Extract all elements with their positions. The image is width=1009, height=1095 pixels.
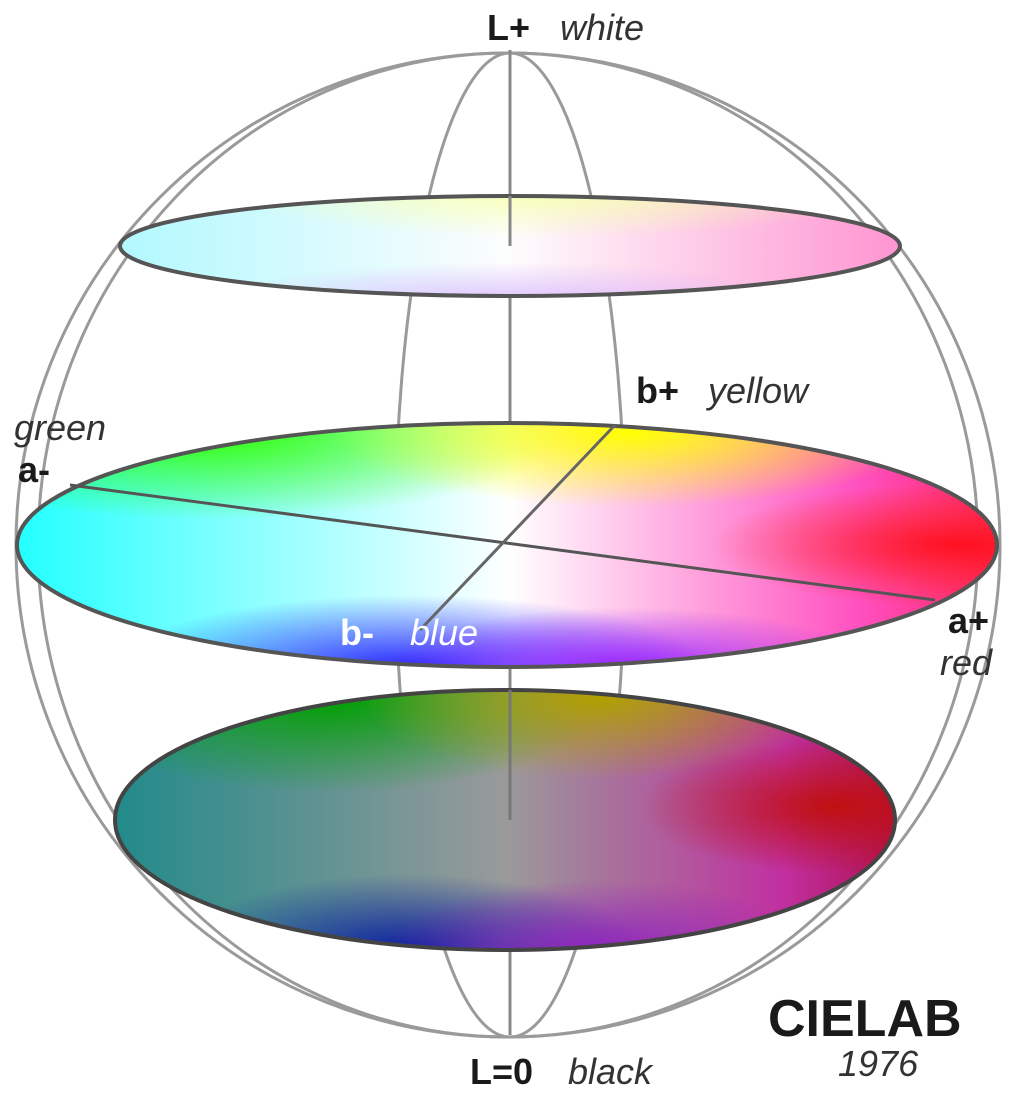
axis-name: yellow [705, 370, 810, 411]
axis-label: a+ [948, 600, 989, 641]
axis-label: L=0 [470, 1051, 533, 1092]
axis-label: a- [18, 449, 50, 490]
top-disc [100, 190, 920, 310]
year: 1976 [838, 1043, 919, 1084]
axis-label: b+ [636, 370, 679, 411]
axis-label: b- [340, 612, 374, 653]
cielab-diagram: L+ white b+ yellow green a- b- blue a+ r… [0, 0, 1009, 1095]
axis-label: L+ [487, 7, 530, 48]
title: CIELAB [768, 990, 962, 1048]
middle-disc [10, 420, 1009, 670]
axis-name: green [14, 407, 106, 448]
axis-name: red [940, 642, 993, 683]
axis-name: blue [410, 612, 478, 653]
bottom-disc [110, 685, 900, 955]
axis-name: white [560, 7, 644, 48]
axis-name: black [568, 1051, 654, 1092]
